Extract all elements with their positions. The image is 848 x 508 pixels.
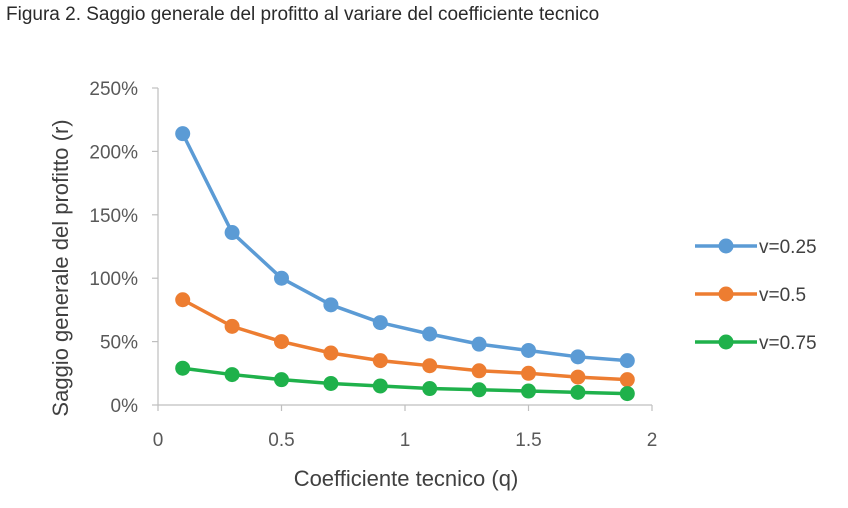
data-point <box>521 365 536 381</box>
data-point <box>224 318 240 334</box>
legend: v=0.25 v=0.5 v=0.75 <box>695 237 817 354</box>
data-point <box>619 386 635 402</box>
data-point <box>323 375 339 391</box>
legend-label: v=0.5 <box>759 285 806 306</box>
data-point <box>372 378 388 394</box>
legend-marker <box>718 334 734 350</box>
data-point <box>521 342 536 358</box>
x-tick-label: 1 <box>400 430 411 451</box>
data-point <box>274 372 289 388</box>
series-line-v-0-25 <box>180 131 630 363</box>
data-point <box>422 358 438 374</box>
data-point <box>570 369 586 385</box>
data-point <box>619 353 635 369</box>
series-line-v-0-75 <box>180 366 630 396</box>
data-point <box>570 349 586 365</box>
series-v-0-75 <box>175 360 635 402</box>
legend-marker <box>718 238 734 254</box>
y-tick-label: 50% <box>100 333 138 354</box>
series-v-0-5 <box>175 292 635 388</box>
data-point <box>224 225 240 241</box>
data-point <box>323 345 339 361</box>
x-tick-labels: 0 0.5 1 1.5 2 <box>153 405 658 451</box>
x-tick-label: 0.5 <box>268 430 294 451</box>
legend-entry-v-0-25: v=0.25 <box>695 237 817 258</box>
legend-entry-v-0-75: v=0.75 <box>695 333 817 354</box>
legend-label: v=0.75 <box>759 333 817 354</box>
x-tick-label: 2 <box>647 430 658 451</box>
legend-entry-v-0-5: v=0.5 <box>695 285 806 306</box>
data-point <box>570 384 586 400</box>
series-v-0-25 <box>175 126 635 369</box>
data-point <box>471 363 487 379</box>
y-tick-label: 150% <box>89 206 138 227</box>
data-point <box>619 372 635 388</box>
data-point <box>372 315 388 331</box>
y-tick-label: 100% <box>89 269 138 290</box>
y-tick-label: 200% <box>89 142 138 163</box>
x-tick-label: 1.5 <box>515 430 541 451</box>
data-point <box>471 336 487 352</box>
data-point <box>422 381 438 397</box>
data-point <box>274 334 289 350</box>
data-point <box>471 382 487 398</box>
chart-title: Figura 2. Saggio generale del profitto a… <box>6 4 600 25</box>
data-point <box>521 383 536 399</box>
plot-area <box>175 126 635 402</box>
y-tick-labels: 0% 50% 100% 150% 200% 250% <box>89 79 158 417</box>
x-axis-title: Coefficiente tecnico (q) <box>294 466 519 491</box>
data-point <box>422 326 438 342</box>
data-point <box>224 367 240 383</box>
legend-marker <box>718 286 734 302</box>
data-point <box>175 360 191 376</box>
x-tick-label: 0 <box>153 430 164 451</box>
y-tick-label: 250% <box>89 79 138 100</box>
series-line-v-0-5 <box>180 298 630 382</box>
legend-label: v=0.25 <box>759 237 817 258</box>
data-point <box>372 353 388 369</box>
data-point <box>175 126 191 142</box>
data-point <box>274 270 289 286</box>
y-tick-label: 0% <box>111 396 139 417</box>
data-point <box>175 292 191 308</box>
data-point <box>323 297 339 313</box>
y-axis-title: Saggio generale del profitto (r) <box>48 119 73 416</box>
